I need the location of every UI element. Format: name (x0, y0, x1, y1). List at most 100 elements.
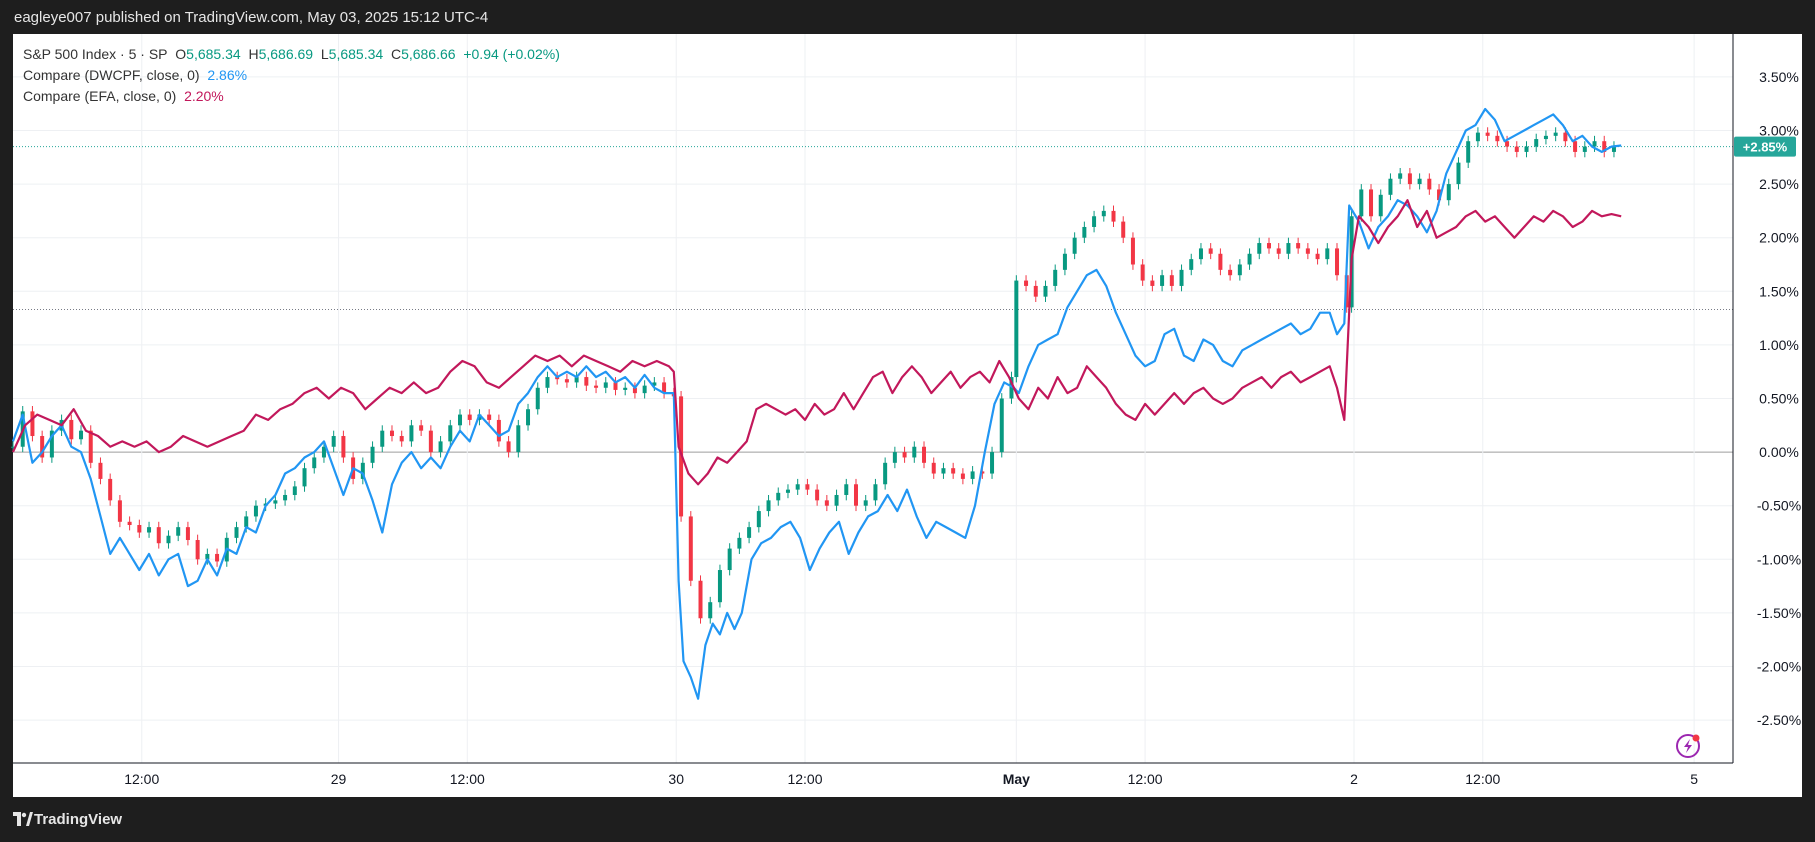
candle-164 (1592, 135, 1597, 152)
x-tick-label-6: 12:00 (1128, 771, 1163, 787)
candle-92 (902, 446, 907, 463)
candle-42 (419, 419, 424, 437)
candle-14 (147, 521, 152, 538)
candle-65 (642, 380, 647, 399)
candle-163 (1582, 141, 1587, 158)
candle-29 (292, 481, 297, 501)
candle-12 (127, 516, 132, 531)
legend-compare-dwcpf[interactable]: Compare (DWCPF, close, 0) 2.86% (23, 65, 560, 86)
x-tick-label-0: 12:00 (124, 771, 159, 787)
candle-158 (1534, 133, 1539, 152)
footer: TradingView (0, 797, 1815, 842)
candle-97 (951, 462, 956, 479)
candle-160 (1553, 127, 1558, 142)
y-tick-label-12: -2.50% (1757, 712, 1801, 728)
candle-17 (176, 521, 181, 542)
candle-62 (613, 377, 618, 396)
candle-142 (1378, 189, 1383, 222)
x-tick-label-3: 30 (668, 771, 684, 787)
candle-10 (108, 473, 113, 506)
candle-60 (594, 380, 599, 394)
chart-panel[interactable] (13, 34, 1802, 797)
candle-36 (360, 457, 365, 485)
candle-106 (1033, 280, 1038, 303)
candle-99 (970, 466, 975, 485)
price-label-text: +2.85% (1743, 140, 1788, 155)
candle-112 (1092, 210, 1097, 233)
candle-25 (253, 500, 258, 522)
candle-117 (1140, 259, 1145, 286)
y-tick-label-3: 2.00% (1759, 230, 1799, 246)
y-tick-label-4: 1.50% (1759, 283, 1799, 299)
y-tick-label-11: -2.00% (1757, 659, 1801, 675)
candle-113 (1101, 205, 1106, 222)
open-label: O (175, 46, 187, 62)
candle-143 (1388, 173, 1393, 201)
candle-2 (30, 406, 35, 442)
candle-130 (1266, 237, 1271, 254)
candle-46 (458, 409, 463, 431)
candle-159 (1543, 130, 1548, 145)
x-tick-label-2: 12:00 (450, 771, 485, 787)
price-label: +2.85% (1734, 136, 1796, 157)
y-tick-label-2: 2.50% (1759, 176, 1799, 192)
candle-135 (1315, 248, 1320, 265)
open-value: 5,685.34 (186, 46, 241, 62)
candle-54 (535, 382, 540, 415)
candle-107 (1043, 280, 1048, 303)
legend-main[interactable]: S&P 500 Index · 5 · SP O5,685.34 H5,686.… (23, 44, 560, 65)
candle-18 (185, 521, 190, 546)
candle-128 (1247, 248, 1252, 270)
publish-text: eagleye007 published on TradingView.com,… (14, 9, 489, 26)
candle-84 (824, 494, 829, 512)
candle-23 (234, 521, 239, 544)
close-value: 5,686.66 (401, 46, 456, 62)
close-label: C (390, 46, 402, 62)
candle-67 (662, 377, 667, 399)
candle-77 (756, 505, 761, 533)
compare-efa-value: 2.20% (184, 88, 224, 104)
candle-34 (341, 430, 346, 463)
candle-149 (1446, 178, 1451, 206)
candle-30 (302, 462, 307, 492)
candle-153 (1485, 127, 1490, 142)
candle-83 (815, 484, 820, 506)
compare-dwcpf-value: 2.86% (207, 67, 248, 83)
candle-7 (79, 425, 84, 445)
candle-156 (1514, 141, 1519, 158)
candle-104 (1014, 275, 1019, 383)
candle-87 (853, 478, 858, 512)
candle-55 (545, 371, 550, 394)
candle-124 (1208, 243, 1213, 260)
candle-125 (1218, 248, 1223, 276)
candle-98 (960, 468, 965, 485)
series-line-efa (11, 199, 1622, 486)
candle-27 (273, 494, 278, 509)
footer-brand[interactable]: TradingView (34, 811, 123, 828)
candle-45 (448, 419, 453, 447)
candle-74 (727, 543, 732, 576)
compare-dwcpf-label: Compare (DWCPF, close, 0) (23, 67, 200, 83)
candle-101 (990, 446, 995, 479)
candle-108 (1053, 264, 1058, 292)
candle-28 (283, 489, 288, 506)
candle-40 (399, 430, 404, 447)
candle-85 (834, 489, 839, 512)
candle-154 (1495, 130, 1500, 147)
x-tick-label-8: 12:00 (1465, 771, 1500, 787)
lightning-icon[interactable] (1676, 734, 1700, 758)
legend-compare-efa[interactable]: Compare (EFA, close, 0) 2.20% (23, 86, 560, 107)
price-label-box (1734, 136, 1796, 157)
candle-96 (941, 462, 946, 479)
x-tick-label-1: 29 (331, 771, 347, 787)
candle-32 (321, 441, 326, 463)
sp500-candles (11, 127, 1616, 624)
candle-150 (1456, 157, 1461, 190)
candle-105 (1024, 275, 1029, 292)
time-axis[interactable]: 12:00 29 12:00 30 12:00 May 12:00 2 12:00 5 (13, 762, 1733, 787)
candle-116 (1130, 232, 1135, 270)
candle-57 (564, 373, 569, 388)
candle-64 (632, 382, 637, 399)
price-axis[interactable]: 3.50% 3.00% 2.50% 2.00% 1.50% 1.00% 0.50% 0.00%… (1732, 34, 1801, 763)
